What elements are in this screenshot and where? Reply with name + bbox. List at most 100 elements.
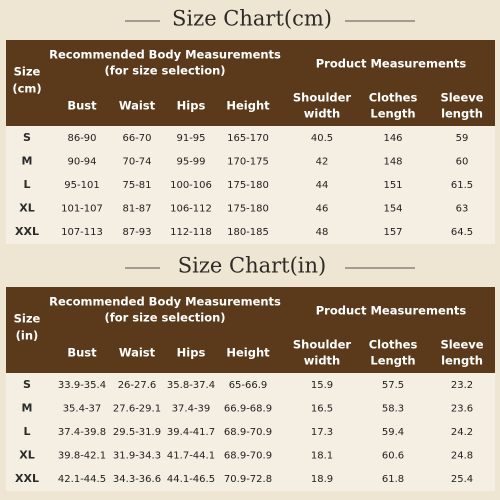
- cell: 39.8-42.1: [58, 451, 106, 462]
- cell: 34.3-36.6: [113, 474, 161, 485]
- cell: 70-74: [122, 157, 151, 168]
- cell: 154: [383, 204, 402, 215]
- cell: 35.4-37: [63, 404, 102, 415]
- column-header: Length: [370, 107, 415, 121]
- column-header: Waist: [119, 346, 156, 360]
- header-band: [6, 40, 495, 126]
- column-header: Sleeve: [440, 91, 483, 105]
- section-title: Size Chart(cm): [172, 7, 332, 31]
- cell: 37.4-39: [172, 404, 211, 415]
- column-header: Shoulder: [293, 338, 352, 352]
- body-header: (for size selection): [104, 64, 225, 78]
- cell: 170-175: [227, 157, 269, 168]
- cell: 60: [456, 157, 469, 168]
- cell: 106-112: [170, 204, 212, 215]
- column-header: width: [304, 354, 340, 368]
- cell: 39.4-41.7: [167, 427, 215, 438]
- cell: 25.4: [451, 474, 473, 485]
- cell: 91-95: [176, 133, 205, 144]
- column-header: Hips: [177, 346, 206, 360]
- size-header: Size: [14, 65, 41, 79]
- header-band: [6, 287, 495, 373]
- cell: 59: [456, 133, 469, 144]
- cell: 101-107: [61, 204, 103, 215]
- column-header: Clothes: [369, 91, 418, 105]
- cell: 148: [383, 157, 402, 168]
- cell: 180-185: [227, 227, 269, 238]
- cell: 61.5: [451, 180, 473, 191]
- column-header: Sleeve: [440, 338, 483, 352]
- column-header: width: [304, 107, 340, 121]
- cell: 24.8: [451, 451, 473, 462]
- cell: 24.2: [451, 427, 473, 438]
- cell: 87-93: [122, 227, 151, 238]
- size-label: XXL: [15, 472, 39, 485]
- cell: 95-101: [64, 180, 99, 191]
- cell: 17.3: [311, 427, 333, 438]
- column-header: Waist: [119, 99, 156, 113]
- cell: 100-106: [170, 180, 212, 191]
- body-header: Recommended Body Measurements: [49, 295, 281, 309]
- cell: 66-70: [122, 133, 151, 144]
- cell: 175-180: [227, 204, 269, 215]
- section-title: Size Chart(in): [178, 254, 327, 278]
- cell: 41.7-44.1: [167, 451, 215, 462]
- product-header: Product Measurements: [316, 57, 467, 71]
- cell: 33.9-35.4: [58, 380, 106, 391]
- cell: 18.1: [311, 451, 333, 462]
- cell: 23.6: [451, 404, 473, 415]
- cell: 57.5: [382, 380, 404, 391]
- product-header: Product Measurements: [316, 304, 467, 318]
- cell: 37.4-39.8: [58, 427, 106, 438]
- size-label: XL: [19, 202, 35, 215]
- cell: 70.9-72.8: [224, 474, 272, 485]
- cell: 151: [383, 180, 402, 191]
- cell: 65-66.9: [229, 380, 268, 391]
- cell: 63: [456, 204, 469, 215]
- body-header: (for size selection): [104, 311, 225, 325]
- size-label: M: [22, 402, 33, 415]
- cell: 81-87: [122, 204, 151, 215]
- size-header: (in): [16, 329, 39, 343]
- column-header: Bust: [67, 99, 97, 113]
- cell: 16.5: [311, 404, 333, 415]
- body-header: Recommended Body Measurements: [49, 48, 281, 62]
- column-header: length: [441, 107, 483, 121]
- cell: 35.8-37.4: [167, 380, 215, 391]
- cell: 68.9-70.9: [224, 451, 272, 462]
- column-header: length: [441, 354, 483, 368]
- cell: 64.5: [451, 227, 473, 238]
- cell: 95-99: [176, 157, 205, 168]
- column-header: Hips: [177, 99, 206, 113]
- column-header: Bust: [67, 346, 97, 360]
- cell: 23.2: [451, 380, 473, 391]
- size-label: S: [23, 378, 31, 391]
- cell: 68.9-70.9: [224, 427, 272, 438]
- size-label: L: [23, 425, 30, 438]
- size-header: (cm): [12, 82, 41, 96]
- cell: 107-113: [61, 227, 103, 238]
- column-header: Clothes: [369, 338, 418, 352]
- cell: 42.1-44.5: [58, 474, 106, 485]
- cell: 29.5-31.9: [113, 427, 161, 438]
- size-label: XL: [19, 449, 35, 462]
- size-label: XXL: [15, 225, 39, 238]
- cell: 44: [316, 180, 329, 191]
- cell: 18.9: [311, 474, 333, 485]
- cell: 44.1-46.5: [167, 474, 215, 485]
- cell: 60.6: [382, 451, 404, 462]
- column-header: Length: [370, 354, 415, 368]
- cell: 157: [383, 227, 402, 238]
- rows-band: [6, 126, 495, 244]
- cell: 58.3: [382, 404, 404, 415]
- cell: 146: [383, 133, 402, 144]
- column-header: Shoulder: [293, 91, 352, 105]
- cell: 15.9: [311, 380, 333, 391]
- cell: 75-81: [122, 180, 151, 191]
- rows-band: [6, 373, 495, 491]
- cell: 61.8: [382, 474, 404, 485]
- cell: 48: [316, 227, 329, 238]
- cell: 86-90: [67, 133, 96, 144]
- cell: 90-94: [67, 157, 96, 168]
